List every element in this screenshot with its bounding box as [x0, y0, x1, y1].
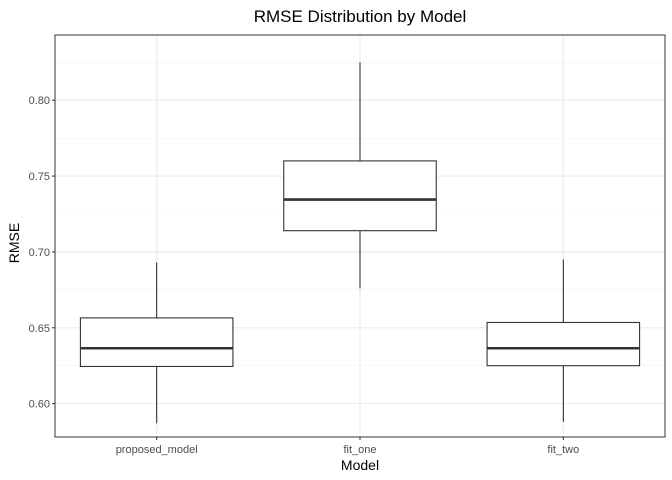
box-proposed_model	[79, 262, 234, 424]
x-tick-label: proposed_model	[116, 444, 198, 456]
box-iqr	[486, 321, 641, 367]
y-tick-label: 0.80	[29, 95, 50, 107]
y-tick-label: 0.60	[29, 399, 50, 411]
y-axis: 0.60 0.65 0.70 0.75 0.80	[29, 95, 55, 411]
x-tick-label: fit_two	[547, 444, 579, 456]
box-iqr	[79, 317, 234, 368]
y-tick-label: 0.70	[29, 247, 50, 259]
y-tick-label: 0.75	[29, 171, 50, 183]
box-fit_one	[283, 62, 437, 289]
x-axis-title: Model	[341, 457, 379, 473]
chart-title: RMSE Distribution by Model	[254, 7, 467, 26]
x-axis: proposed_model fit_one fit_two	[116, 437, 579, 456]
boxes	[79, 62, 641, 424]
box-fit_two	[486, 259, 641, 422]
y-tick-label: 0.65	[29, 323, 50, 335]
y-axis-title: RMSE	[6, 223, 22, 263]
x-tick-label: fit_one	[343, 444, 376, 456]
box-iqr	[283, 160, 437, 232]
